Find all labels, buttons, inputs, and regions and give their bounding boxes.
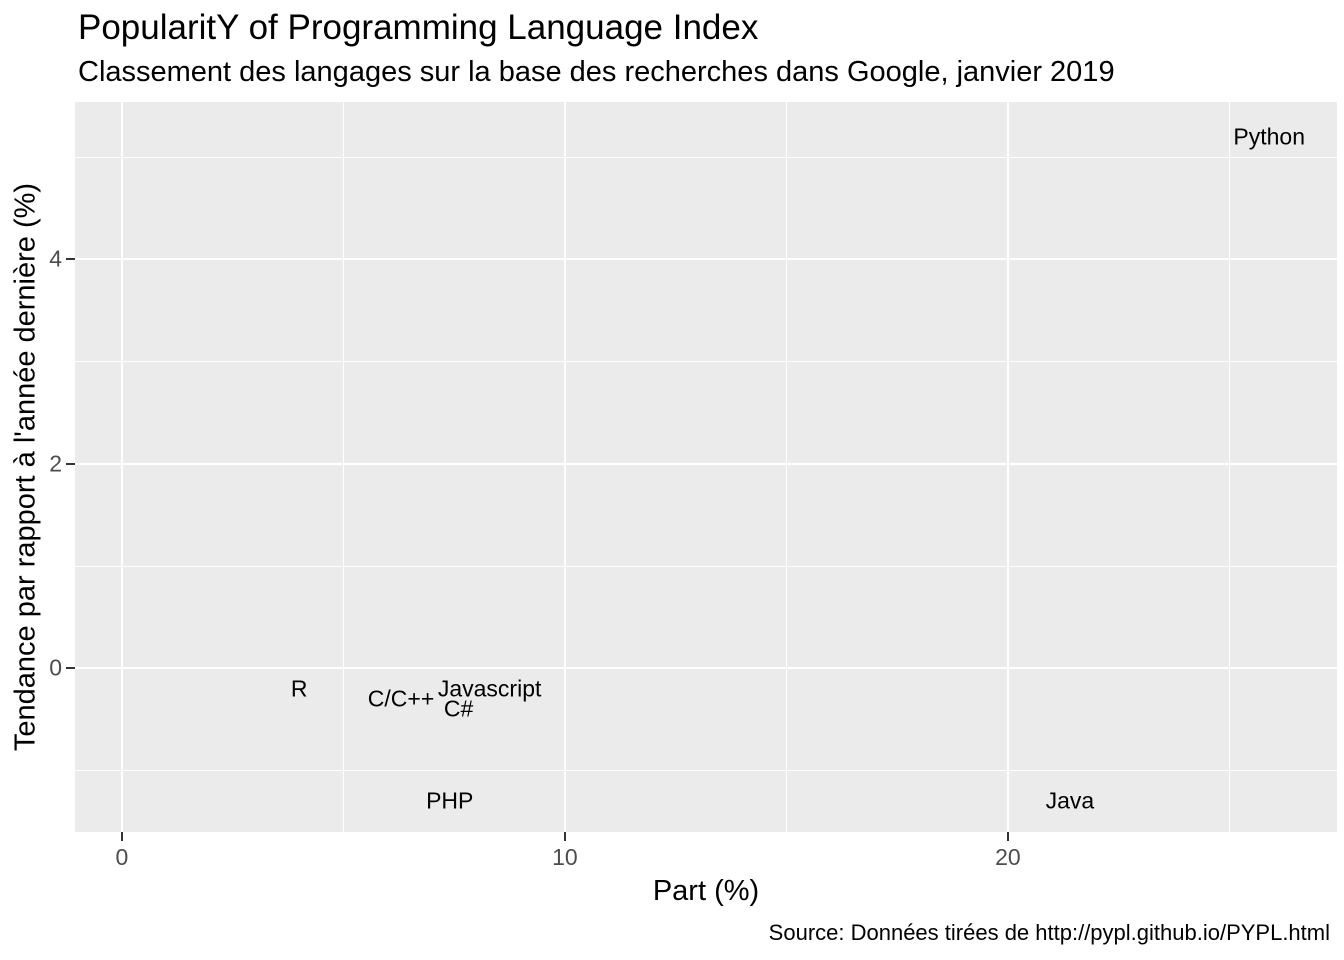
x-tick-label: 10 bbox=[552, 844, 578, 870]
point-label-r: R bbox=[290, 675, 308, 702]
x-tick-mark bbox=[120, 832, 123, 841]
source-caption: Source: Données tirées de http://pypl.gi… bbox=[768, 920, 1330, 945]
point-label-c-sharp: C# bbox=[443, 695, 474, 722]
y-tick-label: 2 bbox=[49, 450, 62, 477]
gridline-x-major bbox=[563, 102, 566, 832]
x-axis-title: Part (%) bbox=[652, 875, 760, 907]
x-tick-label: 0 bbox=[115, 844, 129, 870]
plot-panel: Python Java Javascript C# PHP C/C++ R bbox=[75, 102, 1337, 832]
gridline-x-major bbox=[120, 102, 123, 832]
y-tick-mark bbox=[66, 667, 75, 670]
point-label-javascript: Javascript bbox=[437, 675, 542, 702]
y-tick-mark bbox=[66, 462, 75, 465]
gridline-x-minor bbox=[342, 102, 344, 832]
gridline-y-minor bbox=[75, 770, 1337, 772]
gridline-y-major bbox=[75, 462, 1337, 465]
gridline-y-major bbox=[75, 667, 1337, 670]
gridline-y-minor bbox=[75, 565, 1337, 567]
gridline-y-minor bbox=[75, 361, 1337, 363]
x-tick-label: 20 bbox=[995, 844, 1021, 870]
gridline-x-minor bbox=[785, 102, 787, 832]
y-tick-label: 0 bbox=[49, 654, 62, 681]
point-label-php: PHP bbox=[426, 787, 474, 814]
y-tick-label: 4 bbox=[49, 245, 62, 272]
gridline-x-minor bbox=[1228, 102, 1230, 832]
gridline-y-major bbox=[75, 258, 1337, 261]
x-tick-mark bbox=[563, 832, 566, 841]
gridline-y-minor bbox=[75, 156, 1337, 158]
chart-title: PopularitY of Programming Language Index bbox=[78, 8, 759, 47]
y-tick-mark bbox=[66, 258, 75, 261]
x-tick-mark bbox=[1006, 832, 1009, 841]
point-label-java: Java bbox=[1045, 787, 1095, 814]
point-label-c-cplusplus: C/C++ bbox=[367, 685, 435, 712]
point-label-python: Python bbox=[1233, 123, 1306, 150]
gridline-x-major bbox=[1006, 102, 1009, 832]
chart-subtitle: Classement des langages sur la base des … bbox=[78, 56, 1115, 88]
